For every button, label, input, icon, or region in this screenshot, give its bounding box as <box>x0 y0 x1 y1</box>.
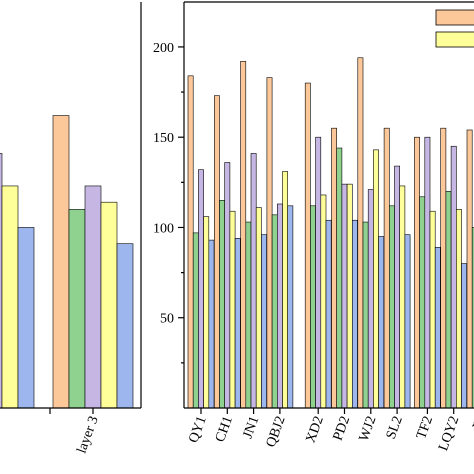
bar-left-s3-layer-2 <box>1 185 19 409</box>
right-category-label-SL2: SL2 <box>384 414 406 441</box>
right-y-tick-label-100: 100 <box>153 221 174 236</box>
bar-left-s0-layer-3 <box>52 115 70 409</box>
bar-right-SL2-s1 <box>388 205 395 409</box>
bar-right-XD2-s2 <box>315 136 322 409</box>
bar-right-XD2-s4 <box>325 219 332 409</box>
bar-right-QY1-s0 <box>187 75 194 409</box>
bar-right-WJ2-s2 <box>367 189 374 409</box>
bar-right-CH1-s3 <box>229 210 236 409</box>
bar-right-QBJ2-s0 <box>266 77 273 409</box>
legend-swatch-0 <box>435 9 474 26</box>
bar-right-WJ2-s3 <box>373 149 379 409</box>
bar-right-XD2-s0 <box>304 82 311 409</box>
bar-right-QBJ2-s4 <box>287 205 294 409</box>
bar-right-PD2-s0 <box>331 127 337 409</box>
bar-right-QBJ2-s2 <box>276 203 283 409</box>
right-category-label-XD2: XD2 <box>304 414 327 445</box>
right-category-label-TF2: TF2 <box>414 414 436 441</box>
bar-right-TF2-s1 <box>419 196 426 409</box>
bar-right-PD2-s4 <box>351 219 358 409</box>
bar-right-LQY2-s0 <box>440 127 447 409</box>
bar-right-XD2-s3 <box>320 194 327 409</box>
right-category-label-IT: IT <box>470 414 474 432</box>
bar-right-WJ2-s0 <box>357 57 364 409</box>
bar-right-CH1-s0 <box>214 95 220 409</box>
bar-right-PD2-s2 <box>341 183 348 409</box>
bar-right-TF2-s3 <box>429 210 436 409</box>
bar-left-s1-layer-3 <box>68 209 86 409</box>
bar-right-QBJ2-s3 <box>282 171 288 409</box>
bar-right-CH1-s2 <box>224 162 231 409</box>
legend <box>435 9 474 48</box>
bar-right-CH1-s1 <box>219 200 225 409</box>
bar-right-WJ2-s4 <box>378 236 385 409</box>
bar-right-LQY2-s3 <box>455 209 462 409</box>
bar-right-PD2-s3 <box>346 183 353 409</box>
bar-right-TF2-s2 <box>424 136 431 409</box>
bar-right-TF2-s0 <box>414 136 420 409</box>
right-category-label-QY1: QY1 <box>186 414 209 445</box>
bar-right-QY1-s4 <box>208 239 215 409</box>
bar-right-QY1-s2 <box>198 169 204 409</box>
legend-swatch-1 <box>435 31 474 48</box>
right-category-label-LQY2: LQY2 <box>436 414 462 453</box>
bar-right-SL2-s3 <box>399 185 406 409</box>
bar-right-JN1-s1 <box>245 221 252 409</box>
bar-left-s2-layer-3 <box>84 185 102 409</box>
bar-right-QY1-s1 <box>192 232 199 409</box>
right-category-label-PD2: PD2 <box>331 414 354 443</box>
right-chart-panel: QY1 CH1 JN1 QBJ2 XD2 PD2 WJ2 SL2 TF2 LQY2 IT 50 100 1… <box>153 1 474 453</box>
bar-left-s4-layer-2 <box>17 227 35 409</box>
bar-right-SL2-s2 <box>394 165 400 409</box>
left-category-label-0: er 2 <box>0 414 3 439</box>
right-y-tick-label-150: 150 <box>153 131 174 146</box>
bar-right-IT-s1 <box>471 227 474 409</box>
right-category-label-CH1: CH1 <box>213 414 236 444</box>
bar-left-s4-layer-3 <box>116 243 134 409</box>
bar-right-JN1-s0 <box>240 61 247 409</box>
bar-right-JN1-s2 <box>250 153 257 409</box>
bar-right-QY1-s3 <box>203 216 210 409</box>
bar-right-QBJ2-s1 <box>271 214 278 409</box>
left-chart-panel: er 2 layer 3 <box>0 2 142 456</box>
bar-right-CH1-s4 <box>234 238 241 409</box>
bar-right-PD2-s1 <box>336 147 343 409</box>
left-category-label-1: layer 3 <box>75 414 102 455</box>
bar-left-s3-layer-3 <box>100 201 118 409</box>
bar-right-IT-s0 <box>466 129 473 409</box>
right-y-tick-label-200: 200 <box>153 41 174 56</box>
bar-right-LQY2-s1 <box>445 191 452 409</box>
bar-right-JN1-s4 <box>261 234 267 409</box>
bar-right-TF2-s4 <box>434 247 441 409</box>
right-category-label-QBJ2: QBJ2 <box>264 414 289 449</box>
bar-right-SL2-s4 <box>404 234 411 409</box>
bar-right-LQY2-s4 <box>461 263 467 409</box>
right-y-tick-label-50: 50 <box>160 312 174 327</box>
bar-right-JN1-s3 <box>255 207 262 409</box>
bar-right-LQY2-s2 <box>450 145 457 409</box>
bar-right-SL2-s0 <box>383 127 390 409</box>
right-category-label-JN1: JN1 <box>241 414 263 440</box>
right-category-label-WJ2: WJ2 <box>357 414 380 443</box>
bar-right-XD2-s1 <box>310 205 316 409</box>
bar-right-WJ2-s1 <box>362 221 369 409</box>
